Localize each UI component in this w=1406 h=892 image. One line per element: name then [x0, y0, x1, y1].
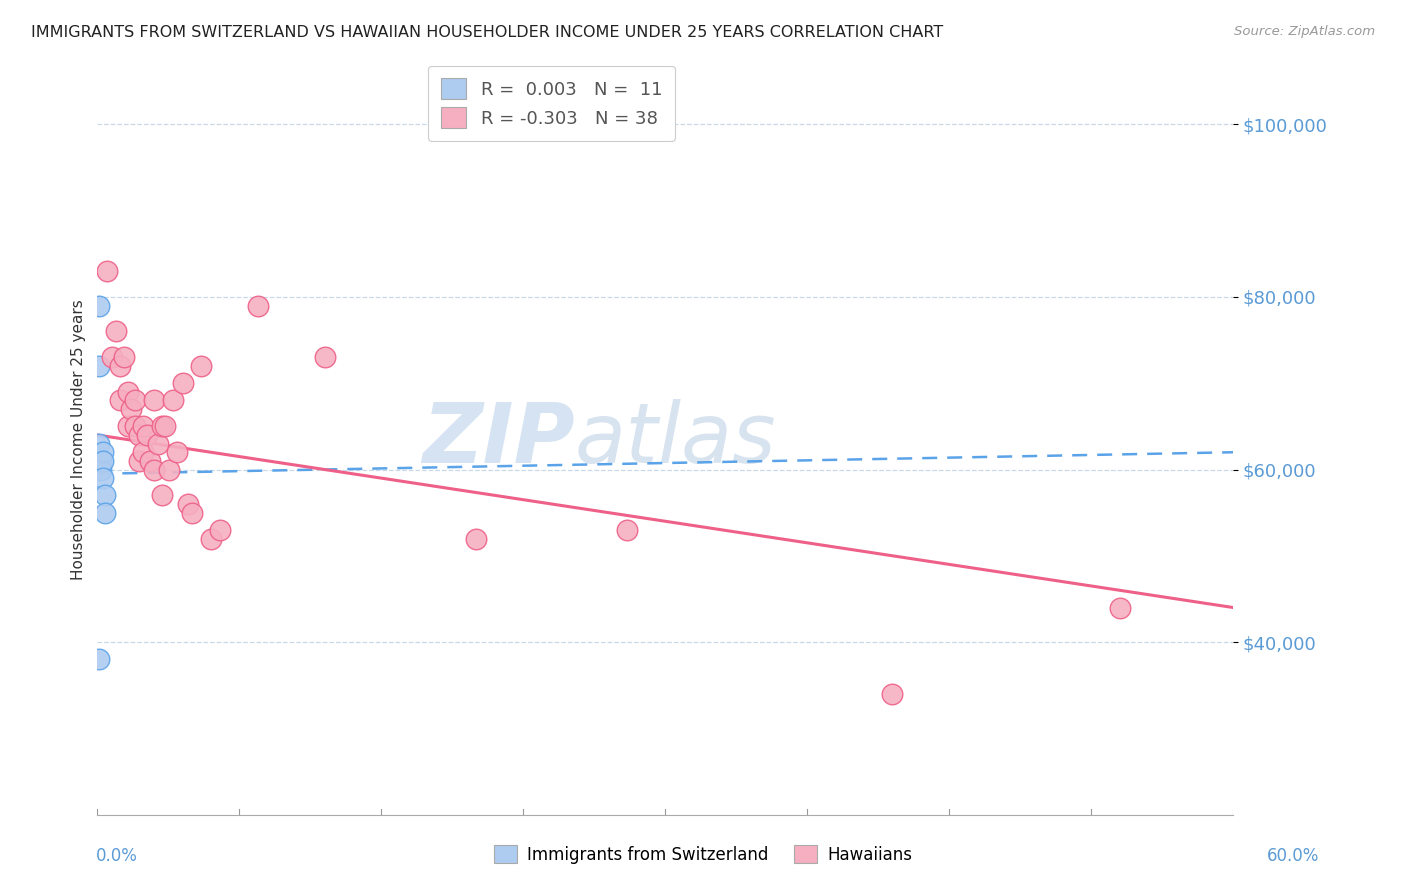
Point: [124, 419, 146, 434]
Point: [90, 454, 112, 468]
Point: [91, 471, 114, 485]
Point: [166, 445, 188, 459]
Point: [124, 393, 146, 408]
Point: [139, 454, 162, 468]
Point: [150, 419, 173, 434]
Point: [132, 419, 155, 434]
Legend: Immigrants from Switzerland, Hawaiians: Immigrants from Switzerland, Hawaiians: [488, 838, 918, 871]
Point: [89, 299, 111, 313]
Point: [90, 462, 112, 476]
Point: [177, 497, 200, 511]
Point: [128, 454, 150, 468]
Point: [150, 488, 173, 502]
Point: [155, 419, 177, 434]
Point: [105, 325, 128, 339]
Point: [91, 445, 114, 459]
Point: [108, 359, 131, 373]
Point: [181, 506, 204, 520]
Point: [117, 384, 139, 399]
Point: [89, 359, 111, 373]
Point: [616, 523, 638, 537]
Point: [117, 419, 139, 434]
Point: [247, 299, 270, 313]
Text: ZIP: ZIP: [422, 399, 575, 480]
Point: [143, 462, 166, 476]
Point: [108, 393, 131, 408]
Text: 60.0%: 60.0%: [1267, 847, 1319, 865]
Point: [132, 445, 155, 459]
Point: [101, 351, 124, 365]
Point: [89, 436, 111, 450]
Point: [162, 393, 184, 408]
Point: [157, 462, 180, 476]
Text: atlas: atlas: [575, 399, 776, 480]
Point: [314, 351, 336, 365]
Point: [465, 532, 488, 546]
Y-axis label: Householder Income Under 25 years: Householder Income Under 25 years: [72, 299, 86, 580]
Point: [143, 393, 166, 408]
Point: [96, 264, 118, 278]
Text: 0.0%: 0.0%: [96, 847, 138, 865]
Point: [120, 402, 142, 417]
Point: [172, 376, 194, 391]
Point: [1108, 600, 1130, 615]
Text: Source: ZipAtlas.com: Source: ZipAtlas.com: [1234, 25, 1375, 38]
Point: [190, 359, 212, 373]
Point: [146, 436, 169, 450]
Legend: R =  0.003   N =  11, R = -0.303   N = 38: R = 0.003 N = 11, R = -0.303 N = 38: [429, 66, 675, 141]
Point: [94, 506, 117, 520]
Point: [209, 523, 232, 537]
Point: [91, 454, 114, 468]
Point: [89, 652, 111, 666]
Point: [200, 532, 222, 546]
Point: [128, 428, 150, 442]
Point: [135, 428, 157, 442]
Point: [882, 687, 904, 701]
Text: IMMIGRANTS FROM SWITZERLAND VS HAWAIIAN HOUSEHOLDER INCOME UNDER 25 YEARS CORREL: IMMIGRANTS FROM SWITZERLAND VS HAWAIIAN …: [31, 25, 943, 40]
Point: [94, 488, 117, 502]
Point: [112, 351, 135, 365]
